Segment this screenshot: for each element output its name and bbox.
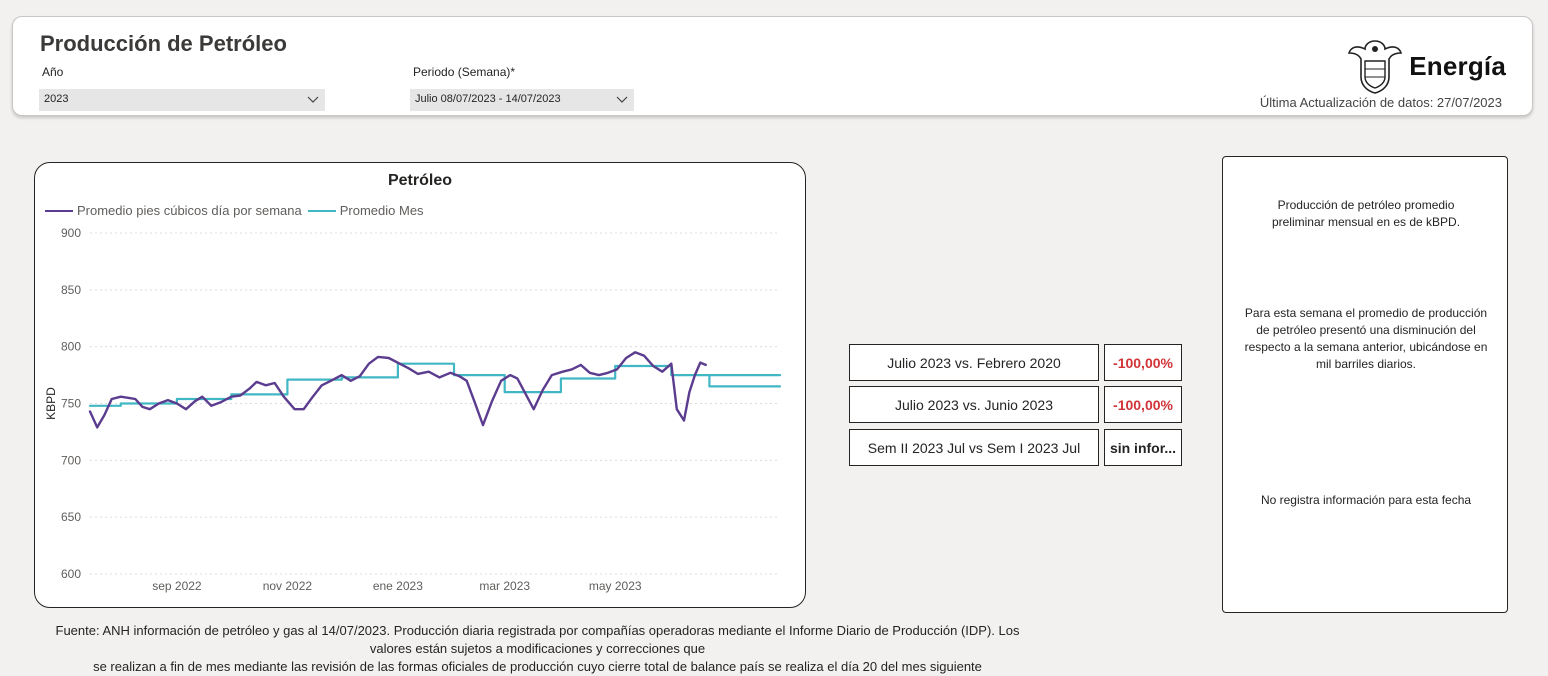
oil-production-line-chart[interactable]: 900 850 800 750 700 650 600 sep 2022 nov 2022 ene…	[35, 163, 807, 609]
info-panel: Producción de petróleo promedio prelimin…	[1222, 156, 1508, 613]
period-dropdown[interactable]: Julio 08/07/2023 - 14/07/2023	[410, 89, 634, 111]
chart-legend: Promedio pies cúbicos día por semana Pro…	[45, 203, 430, 218]
x-tick-label: ene 2023	[373, 579, 423, 593]
series-line-monthly	[88, 362, 782, 407]
logo-text: Energía	[1409, 50, 1506, 81]
year-dropdown[interactable]: 2023	[39, 89, 325, 111]
series-line-weekly	[88, 351, 707, 429]
comparison-label-week: Sem II 2023 Jul vs Sem I 2023 Jul	[849, 429, 1099, 466]
chevron-down-icon	[616, 96, 628, 103]
legend-item-monthly[interactable]: Promedio Mes	[307, 203, 424, 218]
y-tick-label: 650	[61, 510, 81, 524]
comparison-label-feb2020: Julio 2023 vs. Febrero 2020	[849, 344, 1099, 381]
comparison-value-feb2020: -100,00%	[1104, 344, 1182, 381]
y-tick-label: 850	[61, 283, 81, 297]
page-title: Producción de Petróleo	[40, 31, 287, 56]
footnote-line-1: Fuente: ANH información de petróleo y ga…	[55, 623, 1020, 656]
chart-title: Petróleo	[387, 172, 452, 189]
period-dropdown-value: Julio 08/07/2023 - 14/07/2023	[415, 93, 561, 105]
coat-of-arms-icon	[1348, 40, 1403, 94]
legend-item-weekly[interactable]: Promedio pies cúbicos día por semana	[45, 203, 302, 218]
last-update-text: Última Actualización de datos: 27/07/202…	[1259, 95, 1502, 110]
comparison-value-jun2023: -100,00%	[1104, 386, 1182, 423]
comparison-value-week: sin infor...	[1104, 429, 1182, 466]
period-filter-label: Periodo (Semana)*	[413, 65, 516, 79]
legend-label-weekly: Promedio pies cúbicos día por semana	[77, 203, 302, 218]
report-header: Producción de Petróleo Año 2023 Periodo …	[12, 16, 1533, 116]
y-tick-label: 700	[61, 453, 81, 467]
oil-production-chart-card: 900 850 800 750 700 650 600 sep 2022 nov 2022 ene…	[34, 162, 806, 608]
x-tick-label: may 2023	[589, 579, 642, 593]
source-footnote: Fuente: ANH información de petróleo y ga…	[40, 622, 1035, 676]
y-tick-label: 750	[61, 397, 81, 411]
series-line-monthly	[708, 374, 782, 388]
footnote-line-2: se realizan a fin de mes mediante las re…	[93, 659, 982, 674]
year-filter-label: Año	[42, 65, 64, 79]
legend-swatch-monthly	[307, 209, 336, 212]
legend-swatch-weekly	[45, 209, 73, 212]
info-monthly-text: Producción de petróleo promedio prelimin…	[1271, 198, 1461, 229]
x-tick-label: mar 2023	[479, 579, 530, 593]
year-dropdown-value: 2023	[44, 93, 69, 105]
y-axis-label: KBPD	[44, 387, 58, 420]
x-tick-label: sep 2022	[152, 579, 202, 593]
chevron-down-icon	[307, 96, 319, 103]
y-tick-label: 800	[61, 340, 81, 354]
legend-label-monthly: Promedio Mes	[339, 203, 424, 218]
comparison-label-jun2023: Julio 2023 vs. Junio 2023	[849, 386, 1099, 423]
info-weekly-text: Para esta semana el promedio de producci…	[1244, 306, 1488, 371]
info-no-data-text: No registra información para esta fecha	[1260, 493, 1472, 507]
y-tick-label: 600	[61, 567, 81, 581]
ministry-logo: Energía	[1347, 37, 1506, 95]
x-tick-label: nov 2022	[263, 579, 313, 593]
y-tick-label: 900	[61, 226, 81, 240]
